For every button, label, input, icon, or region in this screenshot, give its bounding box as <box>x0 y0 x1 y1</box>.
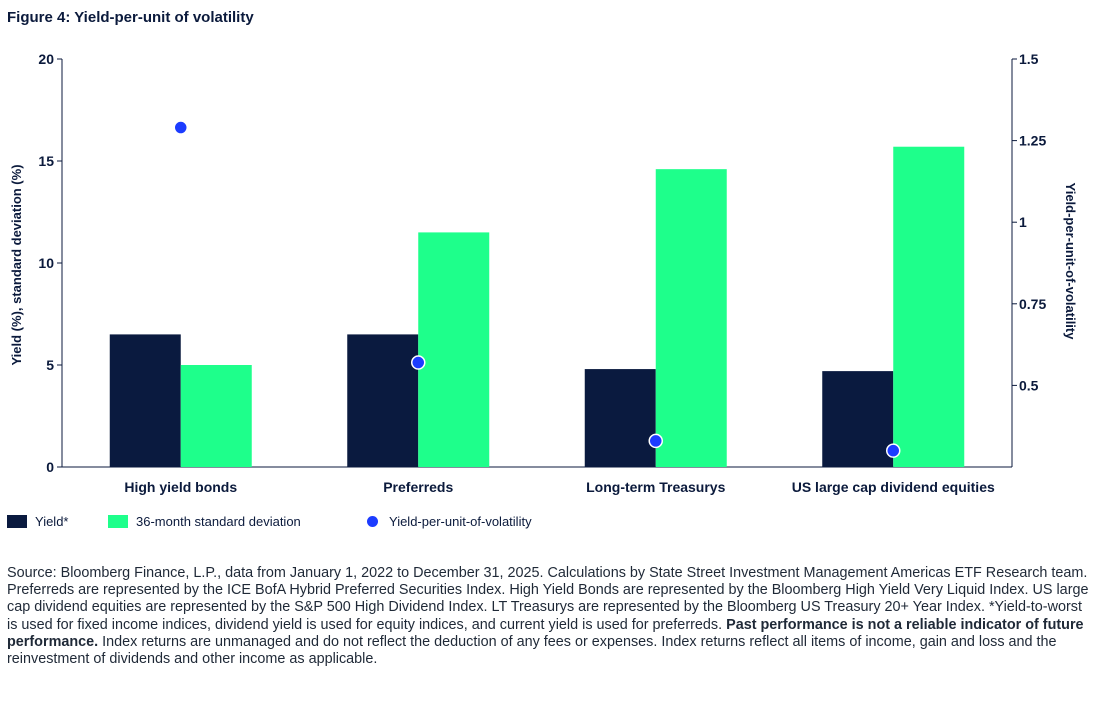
bar-yield <box>347 334 419 467</box>
footnote-text: Source: Bloomberg Finance, L.P., data fr… <box>7 565 1089 633</box>
right-tick-label: 1.5 <box>1019 51 1039 67</box>
chart: 0 5 10 15 20 0.5 0.75 1 1.25 1.5 Yield (%), standa… <box>9 51 1078 495</box>
legend-label-stdev: 36-month standard deviation <box>136 514 301 529</box>
left-tick-label: 15 <box>38 153 54 169</box>
y-axis-right-title: Yield-per-unit-of-volatility <box>1063 183 1078 341</box>
legend-marker-ratio <box>367 516 378 527</box>
footnote-disclaimer: Past performance is not a reliable indic… <box>7 616 1084 650</box>
y-axis-title: Yield (%), standard deviation (%) <box>9 164 24 365</box>
x-tick-label: High yield bonds <box>124 479 237 495</box>
bar-yield <box>109 334 181 467</box>
footnote-text-end: Index returns are unmanaged and do not r… <box>7 633 1057 668</box>
x-tick-label: US large cap dividend equities <box>792 479 995 495</box>
right-tick-label: 1 <box>1019 214 1027 230</box>
chart-title: Figure 4: Yield-per-unit of volatility <box>7 9 254 26</box>
bar-stdev <box>180 365 252 467</box>
x-tick-label: Preferreds <box>383 479 453 495</box>
left-tick-label: 20 <box>38 51 54 67</box>
left-tick-label: 0 <box>46 459 54 475</box>
point-yield-per-volatility <box>886 443 901 458</box>
legend-swatch-yield <box>7 515 27 528</box>
legend-swatch-stdev <box>108 515 128 528</box>
point-yield-per-volatility <box>648 433 663 449</box>
bar-stdev <box>893 146 965 467</box>
right-tick-label: 1.25 <box>1019 133 1046 149</box>
legend-item-ratio: Yield-per-unit-of-volatility <box>363 514 532 529</box>
x-tick-label: Long-term Treasurys <box>586 479 725 495</box>
legend-item-stdev: 36-month standard deviation <box>108 514 301 529</box>
point-yield-per-volatility <box>173 120 188 135</box>
point-yield-per-volatility <box>411 355 426 370</box>
legend-item-yield: Yield* <box>7 514 68 529</box>
legend-label-yield: Yield* <box>35 514 69 529</box>
right-tick-label: 0.75 <box>1019 296 1046 312</box>
bar-stdev <box>655 169 727 467</box>
right-tick-label: 0.5 <box>1019 377 1039 393</box>
left-tick-label: 5 <box>46 357 54 373</box>
bar-stdev <box>418 232 490 467</box>
bar-yield <box>822 371 894 467</box>
source-footnote: Source: Bloomberg Finance, L.P., data fr… <box>7 565 1093 668</box>
bar-yield <box>584 369 656 467</box>
left-tick-label: 10 <box>38 255 54 271</box>
legend-label-ratio: Yield-per-unit-of-volatility <box>389 514 532 529</box>
